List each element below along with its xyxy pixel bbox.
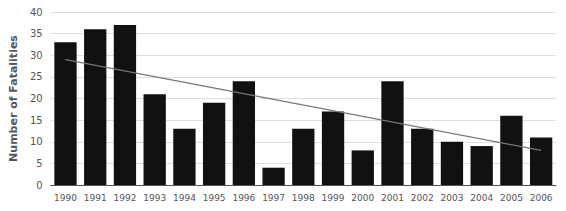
svg-text:10: 10 [30,136,43,147]
svg-text:2006: 2006 [530,193,553,203]
svg-text:1997: 1997 [262,193,285,203]
svg-text:1992: 1992 [113,193,136,203]
svg-text:2001: 2001 [381,193,404,203]
svg-text:35: 35 [30,28,43,39]
svg-text:2000: 2000 [351,193,374,203]
svg-text:Number of Fatalities: Number of Fatalities [7,35,20,162]
svg-text:1993: 1993 [143,193,166,203]
svg-text:5: 5 [36,158,42,169]
svg-text:1996: 1996 [232,193,255,203]
svg-text:0: 0 [36,180,42,191]
svg-text:25: 25 [30,71,43,82]
svg-text:20: 20 [30,93,43,104]
svg-text:15: 15 [30,115,43,126]
svg-text:30: 30 [30,50,43,61]
svg-text:2004: 2004 [470,193,493,203]
svg-text:1995: 1995 [203,193,226,203]
svg-text:1998: 1998 [292,193,315,203]
svg-text:40: 40 [30,7,43,18]
svg-text:1990: 1990 [54,193,77,203]
svg-text:1994: 1994 [173,193,196,203]
svg-text:2005: 2005 [500,193,523,203]
svg-text:2002: 2002 [411,193,434,203]
svg-text:1999: 1999 [322,193,345,203]
svg-text:1991: 1991 [84,193,107,203]
svg-text:2003: 2003 [440,193,463,203]
